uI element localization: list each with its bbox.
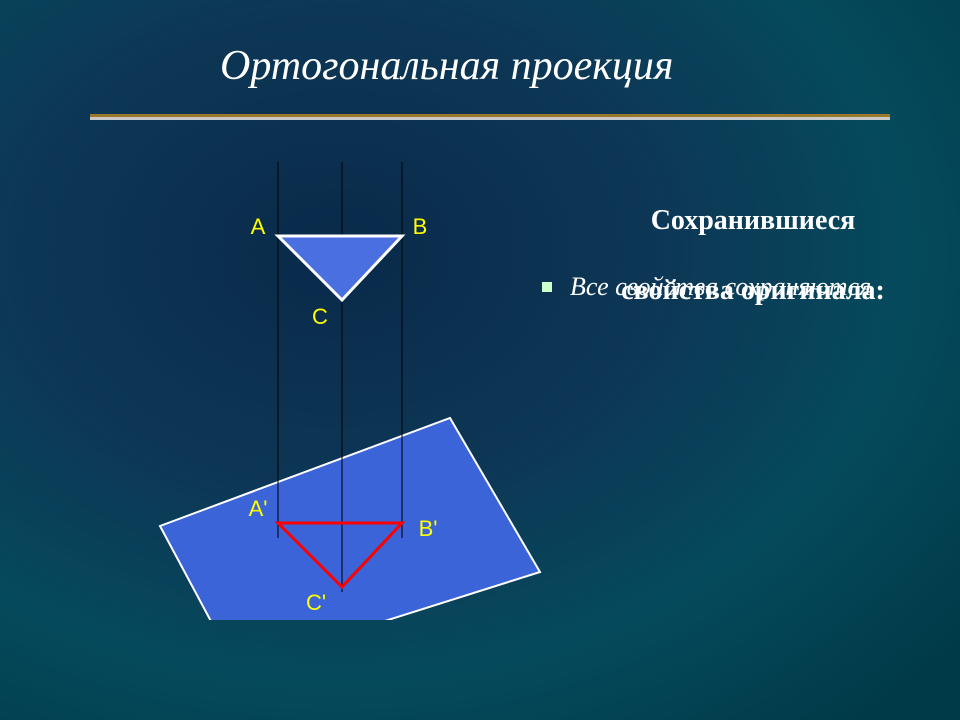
- title-underline: [90, 114, 890, 120]
- projection-diagram: A B C A' B' C': [80, 150, 550, 620]
- svg-text:A: A: [251, 214, 266, 239]
- upper-triangle: [278, 236, 402, 300]
- svg-text:B: B: [413, 214, 428, 239]
- bullet-item: Все свойства сохраняются: [542, 272, 871, 302]
- bullet-text: Все свойства сохраняются: [570, 272, 871, 302]
- slide: Ортогональная проекция Сохранившиеся сво…: [0, 0, 960, 720]
- svg-text:C': C': [306, 590, 326, 615]
- page-title: Ортогональная проекция: [220, 42, 673, 90]
- subtitle-line1: Сохранившиеся: [651, 205, 856, 236]
- svg-text:A': A': [249, 496, 268, 521]
- svg-text:B': B': [419, 516, 438, 541]
- svg-text:C: C: [312, 304, 328, 329]
- projection-plane: [160, 418, 540, 620]
